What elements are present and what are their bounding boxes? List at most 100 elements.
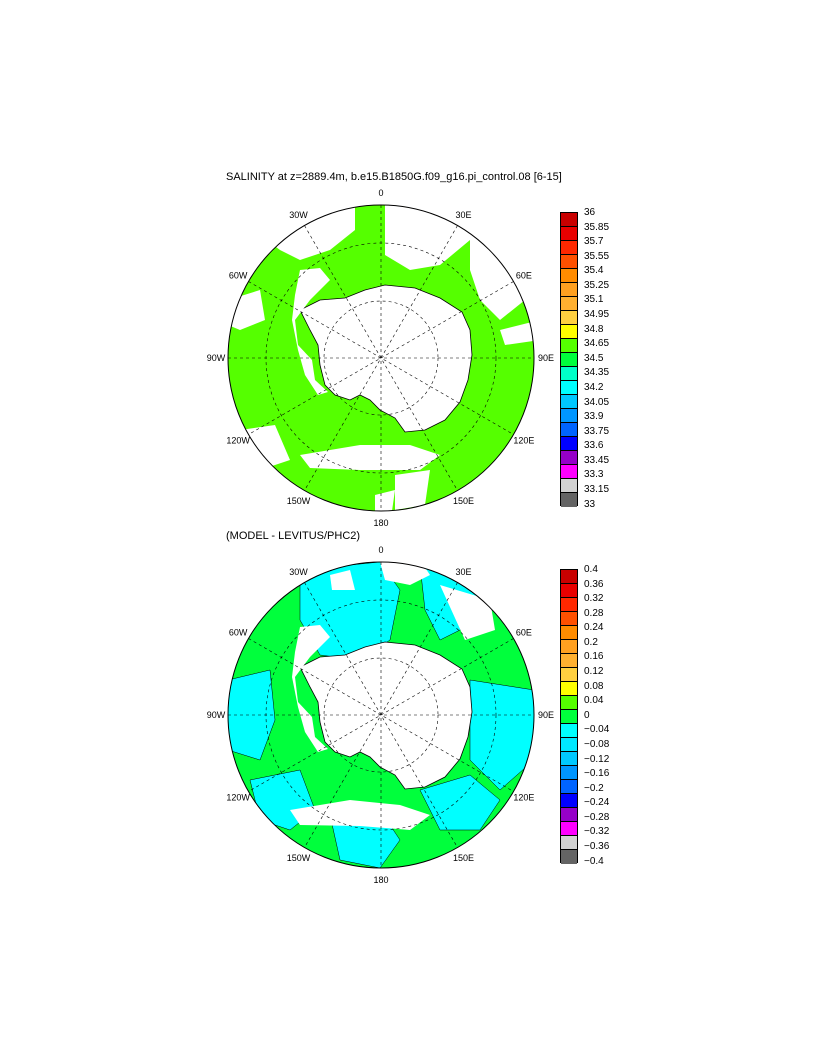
colorbar-tick-label: 34.35 xyxy=(584,367,610,379)
colorbar-tick-label: 0.32 xyxy=(584,593,604,605)
colorbar-tick-label: 33.6 xyxy=(584,440,604,452)
colorbar-swatch xyxy=(561,423,577,437)
colorbar-tick-label: 33.45 xyxy=(584,454,610,466)
longitude-label: 150W xyxy=(287,853,311,863)
antarctica-landmass xyxy=(299,284,473,433)
colorbar-tick-label: 0.08 xyxy=(584,680,604,692)
colorbar-tick-label: −0.4 xyxy=(584,855,604,867)
colorbar-swatch xyxy=(561,682,577,696)
colorbar-swatch xyxy=(561,836,577,850)
colorbar-swatch xyxy=(561,465,577,479)
colorbar-tick-label: 0.4 xyxy=(584,564,598,575)
colorbar-swatch xyxy=(561,808,577,822)
longitude-label: 30W xyxy=(289,210,308,220)
colorbar-tick-label: 0 xyxy=(584,709,590,721)
antarctica-landmass-2 xyxy=(299,641,473,790)
longitude-label: 90W xyxy=(207,353,226,363)
colorbar-tick-label: 35.7 xyxy=(584,236,604,248)
colorbar-swatch xyxy=(561,409,577,423)
longitude-label: 180 xyxy=(373,518,388,528)
colorbar-tick-label: 34.8 xyxy=(584,323,604,335)
salinity-colorbar-labels: 36 35.85 35.7 35.55 35.4 35.25 35.1 34.95 34.8 34… xyxy=(584,206,609,512)
colorbar-swatch xyxy=(561,381,577,395)
colorbar-swatch xyxy=(561,493,577,507)
difference-colorbar xyxy=(560,569,578,864)
longitude-label: 90W xyxy=(207,710,226,720)
colorbar-tick-label: 35.55 xyxy=(584,250,610,262)
colorbar-swatch xyxy=(561,738,577,752)
colorbar-tick-label: 0.04 xyxy=(584,695,604,707)
salinity-colorbar xyxy=(560,212,578,507)
colorbar-swatch xyxy=(561,584,577,598)
longitude-label: 90E xyxy=(538,710,554,720)
longitude-labels-1: 0 30E 60E 90E 120E 150E 180 150W 120W 90W 60W 30W xyxy=(207,188,554,528)
colorbar-tick-label: 35.25 xyxy=(584,279,610,291)
colorbar-tick-label: −0.04 xyxy=(584,724,610,736)
colorbar-swatch xyxy=(561,794,577,808)
longitude-label: 60W xyxy=(229,271,248,281)
colorbar-swatch xyxy=(561,451,577,465)
colorbar-tick-label: 35.1 xyxy=(584,294,604,306)
colorbar-swatch xyxy=(561,367,577,381)
colorbar-tick-label: 36 xyxy=(584,207,596,218)
colorbar-tick-label: 34.5 xyxy=(584,352,604,364)
difference-map-field xyxy=(228,562,534,868)
colorbar-swatch xyxy=(561,255,577,269)
longitude-label: 60E xyxy=(516,628,532,638)
colorbar-tick-label: 0.36 xyxy=(584,578,604,590)
longitude-label: 30E xyxy=(455,567,471,577)
longitude-label: 30W xyxy=(289,567,308,577)
graticule-1 xyxy=(228,205,534,511)
colorbar-swatch xyxy=(561,780,577,794)
colorbar-tick-label: 35.4 xyxy=(584,265,604,277)
colorbar-swatch xyxy=(561,850,577,864)
colorbar-swatch xyxy=(561,241,577,255)
colorbar-tick-label: 35.85 xyxy=(584,221,610,233)
colorbar-swatch xyxy=(561,339,577,353)
colorbar-tick-label: 0.28 xyxy=(584,607,604,619)
colorbar-swatch xyxy=(561,766,577,780)
colorbar-tick-label: 0.16 xyxy=(584,651,604,663)
colorbar-swatch xyxy=(561,353,577,367)
colorbar-swatch xyxy=(561,612,577,626)
difference-colorbar-labels: 0.4 0.36 0.32 0.28 0.24 0.2 0.16 0.12 0.08 0.04 0 −… xyxy=(584,563,609,869)
colorbar-swatch xyxy=(561,213,577,227)
colorbar-tick-label: −0.2 xyxy=(584,782,604,794)
colorbar-tick-label: −0.24 xyxy=(584,797,610,809)
longitude-label: 120W xyxy=(226,436,250,446)
longitude-label: 60W xyxy=(229,628,248,638)
colorbar-swatch xyxy=(561,626,577,640)
colorbar-tick-label: 0.24 xyxy=(584,622,604,634)
colorbar-tick-label: −0.32 xyxy=(584,826,610,838)
colorbar-swatch xyxy=(561,570,577,584)
colorbar-tick-label: −0.08 xyxy=(584,738,610,750)
colorbar-swatch xyxy=(561,696,577,710)
longitude-label: 120E xyxy=(513,436,534,446)
colorbar-swatch xyxy=(561,752,577,766)
longitude-label: 150E xyxy=(453,853,474,863)
colorbar-tick-label: 34.05 xyxy=(584,396,610,408)
colorbar-tick-label: 34.65 xyxy=(584,338,610,350)
colorbar-tick-label: −0.12 xyxy=(584,753,610,765)
longitude-label: 0 xyxy=(378,188,383,198)
colorbar-swatch xyxy=(561,724,577,738)
colorbar-tick-label: 33.15 xyxy=(584,483,610,495)
colorbar-swatch xyxy=(561,710,577,724)
colorbar-swatch xyxy=(561,325,577,339)
colorbar-tick-label: 0.2 xyxy=(584,636,598,648)
colorbar-swatch xyxy=(561,822,577,836)
colorbar-swatch xyxy=(561,395,577,409)
colorbar-tick-label: −0.28 xyxy=(584,811,610,823)
colorbar-swatch xyxy=(561,283,577,297)
longitude-label: 60E xyxy=(516,271,532,281)
longitude-label: 0 xyxy=(378,545,383,555)
colorbar-tick-label: 33.3 xyxy=(584,469,604,481)
colorbar-tick-label: 34.2 xyxy=(584,381,604,393)
panel-1-title: SALINITY at z=2889.4m, b.e15.B1850G.f09_… xyxy=(226,171,562,183)
colorbar-swatch xyxy=(561,437,577,451)
colorbar-tick-label: 0.12 xyxy=(584,666,604,678)
longitude-label: 180 xyxy=(373,875,388,885)
colorbar-tick-label: 34.95 xyxy=(584,309,610,321)
colorbar-swatch xyxy=(561,654,577,668)
